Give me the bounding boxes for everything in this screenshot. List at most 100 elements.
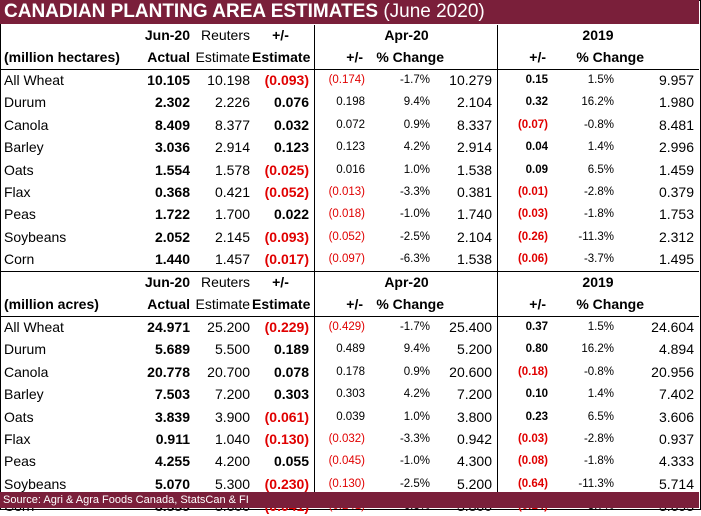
cell-apr-diff: 0.123 [336, 141, 365, 154]
cell-apr-pct: -2.5% [399, 230, 430, 243]
reuters-estimate-header-1: Estimate [195, 296, 250, 312]
cell-y19-val: 1.980 [658, 94, 694, 111]
cell-y19-val: 1.459 [658, 161, 694, 178]
cell-apr-val: 10.279 [449, 72, 492, 88]
cell-reuters: 3.900 [214, 408, 250, 425]
cell-est-diff: (0.017) [264, 251, 309, 268]
cell-actual: 2.302 [154, 94, 190, 111]
cell-apr-pct: -3.3% [399, 186, 430, 198]
cell-apr-diff: 0.016 [336, 163, 365, 176]
unit-label-1: (million acres) [4, 296, 99, 312]
cell-crop: Canola [4, 363, 49, 380]
cell-est-diff: 0.123 [273, 139, 309, 156]
cell-y19-pct: 16.2% [581, 343, 614, 356]
cell-reuters: 2.226 [214, 94, 250, 111]
cell-reuters: 1.700 [214, 206, 250, 223]
cell-apr-val: 2.104 [456, 94, 492, 111]
cell-apr-diff: (0.130) [328, 477, 365, 490]
cell-apr-diff: 0.489 [336, 343, 365, 356]
reuters-header-0: Reuters [200, 27, 250, 43]
cell-y19-pct: -2.8% [583, 186, 614, 198]
cell-apr-diff: (0.097) [328, 253, 365, 266]
cell-apr-diff: (0.174) [328, 74, 365, 86]
cell-est-diff: (0.229) [264, 319, 309, 335]
cell-actual: 8.409 [154, 116, 190, 133]
cell-y19-diff: 0.23 [525, 410, 548, 423]
cell-actual: 4.255 [154, 453, 190, 470]
cell-crop: Corn [4, 251, 35, 268]
cell-apr-pct: 0.9% [403, 365, 430, 378]
cell-apr-diff: 0.039 [336, 410, 365, 423]
cell-y19-val: 2.996 [658, 139, 694, 156]
cell-est-diff: (0.130) [264, 431, 309, 447]
cell-apr-diff: 0.303 [336, 388, 365, 401]
cell-apr-val: 0.381 [456, 184, 492, 200]
report-title: CANADIAN PLANTING AREA ESTIMATES [4, 1, 379, 22]
cell-apr-val: 8.337 [456, 116, 492, 133]
cell-apr-pct: -3.3% [399, 433, 430, 445]
cell-y19-pct: -11.3% [578, 477, 614, 490]
cell-y19-val: 1.753 [658, 206, 694, 223]
cell-reuters: 7.200 [214, 386, 250, 403]
cell-reuters: 20.700 [207, 363, 250, 380]
cell-y19-diff: (0.01) [517, 186, 548, 198]
cell-apr-diff: (0.052) [328, 230, 365, 243]
cell-apr-pct: 9.4% [403, 96, 430, 109]
cell-y19-val: 0.937 [658, 431, 694, 447]
cell-y19-val: 2.312 [658, 228, 694, 245]
cell-crop: Flax [4, 184, 31, 200]
cell-apr-diff: 0.198 [336, 96, 365, 109]
cell-y19-pct: -0.8% [583, 118, 614, 131]
cell-actual: 3.036 [154, 139, 190, 156]
cell-y19-val: 0.379 [658, 184, 694, 200]
vline-estimate [314, 25, 315, 492]
cell-y19-val: 20.956 [651, 363, 694, 380]
cell-reuters: 1.457 [214, 251, 250, 268]
y19-diff-header-1: +/- [529, 296, 546, 312]
cell-apr-pct: 1.0% [403, 410, 430, 423]
cell-actual: 20.778 [147, 363, 190, 380]
y19-pct-header-1: % Change [576, 296, 644, 312]
cell-actual: 5.070 [154, 475, 190, 492]
cell-y19-diff: (0.06) [517, 253, 548, 266]
cell-est-diff: (0.025) [264, 161, 309, 178]
cell-y19-diff: 0.15 [525, 74, 548, 86]
cell-apr-pct: -6.3% [399, 253, 430, 266]
cell-y19-pct: 6.5% [587, 410, 614, 423]
cell-actual: 7.503 [154, 386, 190, 403]
cell-reuters: 8.377 [214, 116, 250, 133]
cell-apr-pct: 9.4% [403, 343, 430, 356]
cell-reuters: 4.200 [214, 453, 250, 470]
cell-crop: Canola [4, 116, 49, 133]
cell-actual: 2.052 [154, 228, 190, 245]
y19-diff-header-0: +/- [529, 49, 546, 65]
apr-pct-header-1: % Change [376, 296, 444, 312]
header-underline-0 [0, 69, 699, 70]
cell-est-diff: (0.093) [264, 72, 309, 88]
apr-diff-header-0: +/- [346, 49, 363, 65]
cell-crop: Oats [4, 408, 34, 425]
cell-apr-pct: 4.2% [403, 388, 430, 401]
cell-y19-diff: 0.32 [525, 96, 548, 109]
cell-y19-val: 4.894 [658, 341, 694, 358]
cell-crop: Durum [4, 94, 47, 111]
cell-y19-diff: 0.09 [525, 163, 548, 176]
actual-header-1: Actual [147, 296, 190, 312]
cell-crop: Durum [4, 341, 47, 358]
cell-apr-diff: 0.072 [336, 118, 365, 131]
source-footer: Source: Agri & Agra Foods Canada, StatsC… [0, 492, 699, 508]
cell-apr-pct: 4.2% [403, 141, 430, 154]
cell-apr-pct: -1.7% [399, 321, 430, 333]
cell-actual: 24.971 [147, 319, 190, 335]
cell-y19-val: 7.402 [658, 386, 694, 403]
cell-actual: 1.554 [154, 161, 190, 178]
cell-actual: 3.839 [154, 408, 190, 425]
cell-est-diff: 0.189 [273, 341, 309, 358]
jun-header-0: Jun-20 [144, 27, 190, 43]
cell-reuters: 1.578 [214, 161, 250, 178]
cell-est-diff: (0.230) [264, 475, 309, 492]
cell-apr-val: 5.200 [456, 341, 492, 358]
cell-y19-val: 1.495 [658, 251, 694, 268]
cell-y19-diff: (0.64) [517, 477, 548, 490]
apr-header-0: Apr-20 [384, 27, 429, 43]
